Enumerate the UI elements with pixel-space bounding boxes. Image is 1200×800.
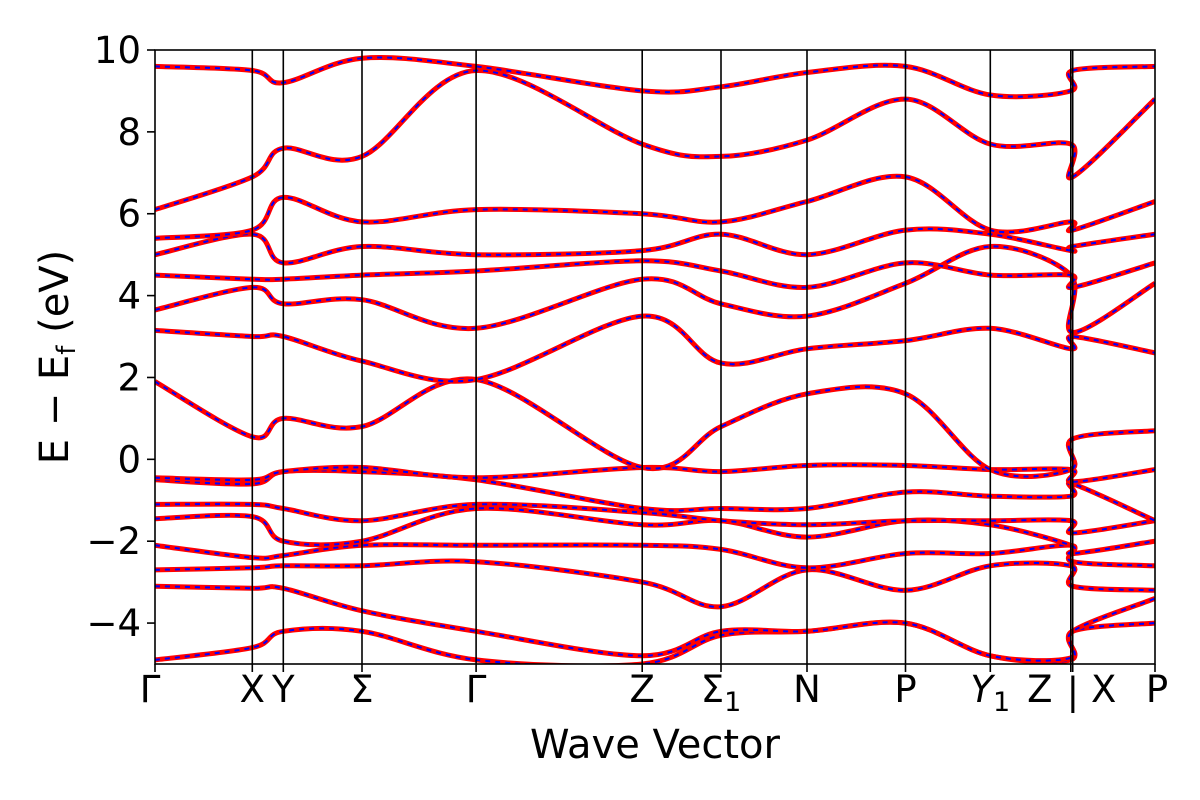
x-tick-label: X: [240, 668, 265, 711]
band-line-dashed-1: [155, 585, 1155, 662]
y-tick-label: 0: [117, 438, 141, 481]
band-line-dashed-15: [155, 56, 1155, 98]
band-line-dashed-14: [155, 69, 1155, 211]
y-axis-title-unit: (eV): [32, 250, 78, 346]
band-line-solid-2: [155, 558, 1155, 610]
y-tick-label: −4: [86, 602, 141, 645]
x-tick-label: Γ: [140, 668, 161, 711]
band-line-solid-1: [155, 583, 1155, 664]
x-tick-label: Σ: [350, 668, 373, 711]
band-line-solid-8: [155, 376, 1155, 480]
y-tick-label: 2: [117, 356, 141, 399]
y-tick-label: 8: [117, 111, 141, 154]
x-axis-title: Wave Vector: [530, 722, 781, 768]
x-axis-ticks: Γ X Y Σ Γ Z Σ1 N P Y1 Z | X P: [140, 664, 1168, 718]
y-tick-label: 10: [94, 29, 141, 72]
x-tick-label: N: [793, 668, 821, 711]
band-line-dashed-4: [155, 507, 1155, 555]
x-tick-label: Z: [1027, 668, 1052, 711]
high-symmetry-lines: [251, 50, 1074, 664]
x-tick-label: Y: [271, 668, 295, 711]
x-tick-label: P: [894, 668, 916, 711]
y-axis-title-main: E − E: [32, 355, 78, 465]
x-tick-label: Σ1: [701, 668, 742, 718]
band-line-dashed-13: [155, 175, 1155, 240]
x-tick-label: Y1: [970, 668, 1010, 718]
x-tick-label: X: [1091, 668, 1116, 711]
band-line-solid-13: [155, 173, 1155, 241]
band-line-dashed-5: [155, 503, 1155, 535]
band-line-dashed-11: [155, 259, 1155, 289]
y-tick-label: −2: [86, 520, 141, 563]
band-line-solid-11: [155, 258, 1155, 291]
x-tick-label: Γ: [466, 668, 487, 711]
y-tick-label: 6: [117, 193, 141, 236]
x-tick-label: Z: [630, 668, 655, 711]
band-line-solid-15: [155, 54, 1155, 100]
x-tick-label: P: [1146, 668, 1168, 711]
band-lines: [155, 54, 1155, 664]
band-line-dashed-7: [155, 463, 1155, 483]
y-axis-title-sub: f: [52, 345, 82, 355]
y-tick-label: 4: [117, 275, 141, 318]
path-break-marker: |: [1067, 670, 1079, 713]
y-axis-title: E − Ef (eV): [32, 250, 82, 465]
plot-frame: [154, 49, 1156, 665]
band-line-dashed-3: [155, 543, 1155, 569]
band-line-solid-9: [155, 313, 1155, 384]
y-axis-ticks: 10 8 6 4 2 0 −2 −4: [86, 29, 155, 645]
band-line-dashed-8: [155, 377, 1155, 478]
band-line-dashed-9: [155, 315, 1155, 383]
